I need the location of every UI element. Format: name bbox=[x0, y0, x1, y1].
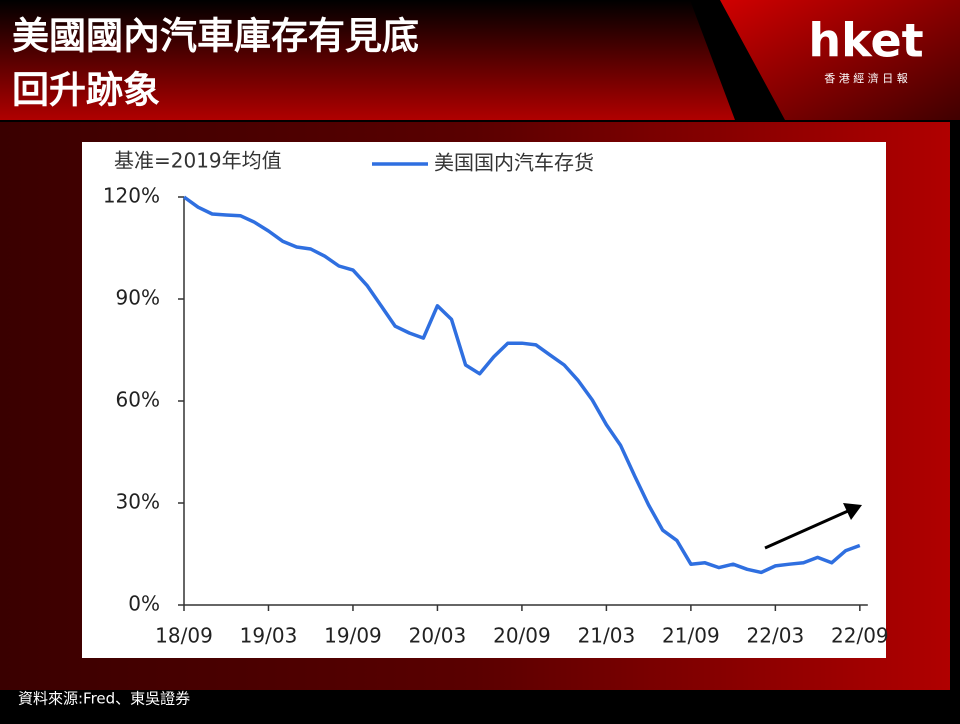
logo: hket bbox=[808, 14, 923, 68]
y-tick-label: 120% bbox=[103, 184, 160, 208]
x-tick-label: 18/09 bbox=[155, 624, 213, 648]
x-tick-label: 22/03 bbox=[747, 624, 805, 648]
title: 美國國內汽車庫存有見底 bbox=[12, 15, 419, 58]
y-tick-label: 60% bbox=[116, 388, 160, 412]
x-tick-label: 22/09 bbox=[831, 624, 889, 648]
logo-subtitle: 香 港 經 濟 日 報 bbox=[824, 71, 907, 85]
legend-label: 美国国内汽车存货 bbox=[434, 151, 594, 175]
chart-note: 基准=2019年均值 bbox=[114, 149, 282, 173]
title: 回升跡象 bbox=[12, 69, 160, 112]
x-tick-label: 20/03 bbox=[409, 624, 467, 648]
x-tick-label: 19/09 bbox=[324, 624, 382, 648]
plot: 基准=2019年均值 0% 30% 60% 90% 120% 18/09 19/03 19/09… bbox=[103, 149, 889, 648]
y-tick-label: 90% bbox=[116, 286, 160, 310]
x-tick-label: 20/09 bbox=[493, 624, 551, 648]
trend-arrow-head bbox=[843, 503, 862, 520]
header-banner bbox=[0, 0, 735, 120]
x-tick-label: 19/03 bbox=[240, 624, 298, 648]
source: 資料來源:Fred、東吳證券 bbox=[18, 690, 190, 708]
x-tick-label: 21/09 bbox=[662, 624, 720, 648]
y-tick-label: 0% bbox=[128, 592, 160, 616]
y-tick-label: 30% bbox=[116, 490, 160, 514]
series-line bbox=[182, 195, 861, 575]
logo-banner bbox=[720, 0, 960, 120]
trend-arrow bbox=[764, 509, 849, 550]
chart-area bbox=[82, 142, 886, 658]
x-tick-label: 21/03 bbox=[578, 624, 636, 648]
